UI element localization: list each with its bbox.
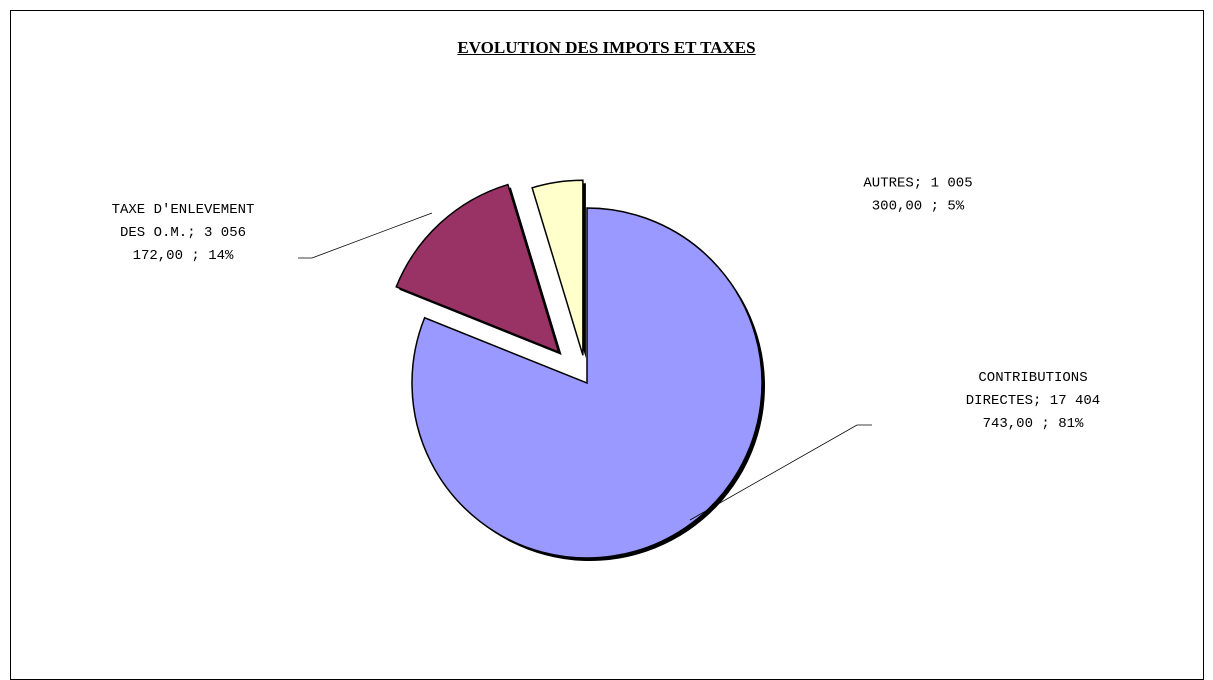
data-label-line: DES O.M.; 3 056	[120, 225, 246, 241]
data-label: CONTRIBUTIONS DIRECTES; 17 404 743,00 ; 81…	[966, 370, 1100, 432]
data-label: AUTRES; 1 005 300,00 ; 5%	[863, 176, 972, 215]
data-label-line: DIRECTES; 17 404	[966, 393, 1100, 409]
data-label-line: 743,00 ; 81%	[983, 416, 1084, 432]
data-label-line: CONTRIBUTIONS	[978, 370, 1087, 386]
data-label-line: TAXE D'ENLEVEMENT	[112, 202, 255, 218]
pie-slice-contributions-directes	[411, 207, 763, 559]
leader-line	[298, 212, 433, 259]
chart-title: EVOLUTION DES IMPOTS ET TAXES	[457, 38, 756, 57]
pie-slice-autres	[531, 179, 584, 356]
pie-slice-taxe-d-enlevement-des-o-m	[395, 183, 560, 354]
data-label-line: 172,00 ; 14%	[133, 248, 234, 264]
leader-line	[689, 424, 872, 521]
data-label-line: 300,00 ; 5%	[872, 199, 965, 215]
data-label-line: AUTRES; 1 005	[863, 176, 972, 192]
data-label: TAXE D'ENLEVEMENT DES O.M.; 3 056 172,00 ;…	[112, 202, 255, 264]
